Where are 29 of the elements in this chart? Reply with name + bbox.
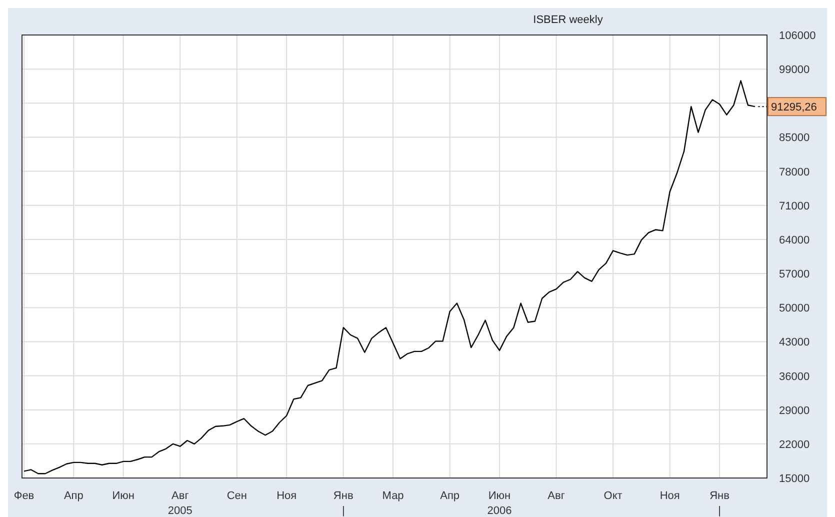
x-tick-label: Ноя [276, 490, 297, 502]
y-tick-label: 29000 [779, 404, 810, 417]
x-tick-label: Апр [64, 490, 84, 502]
y-tick-label: 78000 [779, 166, 810, 178]
x-tick-label: Мар [382, 490, 404, 502]
x-tick-label: Окт [604, 490, 622, 502]
line-series [24, 80, 755, 474]
x-tick-label: Янв | [710, 490, 730, 517]
y-tick-label: 15000 [779, 473, 810, 485]
y-tick-label: 64000 [779, 234, 810, 246]
x-tick-label: Фев [14, 490, 34, 502]
y-tick-label: 71000 [779, 200, 810, 212]
y-tick-label: 57000 [779, 268, 810, 281]
x-tick-label: Авг 2005 [168, 490, 192, 517]
y-tick-label: 85000 [779, 132, 810, 144]
x-tick-label: Июн [112, 490, 134, 502]
x-tick-label: Апр [440, 490, 460, 502]
chart-title: ISBER weekly [532, 14, 604, 26]
x-tick-label: Янв | [333, 490, 354, 517]
x-tick-label: Сен [226, 490, 247, 502]
x-tick-label: Ноя [660, 490, 680, 502]
y-tick-label: 43000 [779, 336, 810, 349]
y-tick-label: 22000 [779, 438, 810, 451]
y-tick-label: 106000 [779, 30, 816, 42]
y-tick-label: 99000 [779, 64, 810, 76]
x-tick-label: Июн 2006 [487, 490, 512, 517]
y-tick-label: 50000 [779, 302, 810, 315]
y-tick-label: 36000 [779, 370, 810, 383]
x-tick-label: Авг [548, 490, 565, 502]
